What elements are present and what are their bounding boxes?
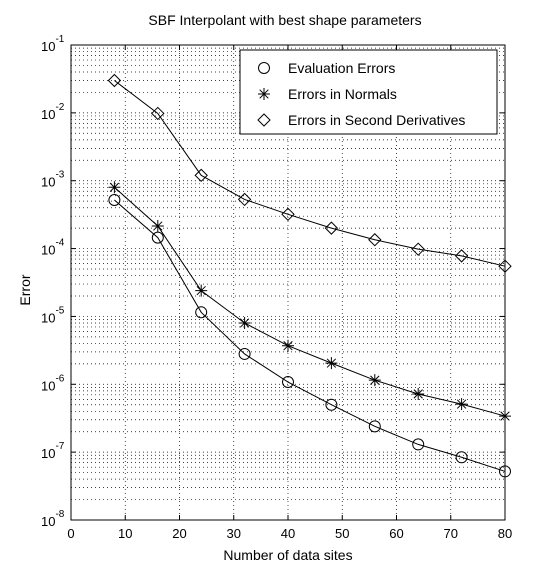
y-tick-label: 10-7 bbox=[41, 441, 65, 461]
point-circle bbox=[455, 451, 468, 464]
point-diamond bbox=[368, 233, 382, 247]
series-star bbox=[108, 181, 511, 423]
point-star bbox=[368, 374, 381, 387]
series-diamond bbox=[107, 73, 512, 273]
point-diamond bbox=[151, 106, 165, 121]
point-circle bbox=[368, 420, 381, 433]
x-tick-label: 60 bbox=[389, 526, 403, 541]
series-layer bbox=[107, 73, 512, 478]
y-tick-label: 10-5 bbox=[41, 305, 65, 325]
series-line bbox=[114, 199, 506, 472]
y-tick-label: 10-2 bbox=[41, 102, 65, 122]
point-star bbox=[455, 398, 468, 411]
point-circle bbox=[282, 376, 294, 389]
point-star bbox=[195, 284, 208, 297]
point-diamond bbox=[237, 192, 252, 207]
point-circle bbox=[412, 438, 425, 451]
y-tick-label: 10-8 bbox=[41, 509, 65, 529]
point-diamond bbox=[324, 221, 339, 235]
point-diamond bbox=[411, 242, 425, 256]
point-diamond bbox=[107, 73, 122, 88]
y-tick-label: 10-4 bbox=[41, 238, 65, 258]
x-tick-label: 0 bbox=[67, 526, 74, 541]
point-star bbox=[108, 181, 121, 194]
x-tick-label: 70 bbox=[444, 526, 458, 541]
point-circle bbox=[238, 347, 251, 360]
series-line bbox=[114, 186, 506, 417]
x-tick-label: 10 bbox=[118, 526, 132, 541]
y-axis-label: Error bbox=[17, 274, 33, 305]
x-tick-label: 80 bbox=[498, 526, 512, 541]
x-tick-label: 40 bbox=[281, 526, 295, 541]
point-star bbox=[325, 357, 338, 370]
legend: Evaluation Errors Errors in Normals Errors… bbox=[239, 49, 498, 135]
point-circle bbox=[151, 231, 164, 244]
point-diamond bbox=[454, 249, 469, 263]
point-star bbox=[151, 220, 164, 233]
chart-title: SBF Interpolant with best shape paramete… bbox=[148, 12, 421, 28]
point-circle bbox=[108, 193, 121, 206]
point-star bbox=[238, 317, 251, 330]
point-circle bbox=[195, 306, 208, 319]
legend-entry: Evaluation Errors bbox=[288, 60, 395, 76]
point-diamond bbox=[257, 113, 271, 127]
y-tick-label: 10-1 bbox=[41, 34, 65, 54]
point-circle bbox=[258, 62, 270, 74]
x-tick-label: 20 bbox=[172, 526, 186, 541]
y-tick-label: 10-3 bbox=[41, 170, 65, 190]
y-tick-label: 10-6 bbox=[41, 373, 65, 393]
x-tick-label: 30 bbox=[227, 526, 241, 541]
point-star bbox=[258, 88, 270, 100]
legend-entry: Errors in Normals bbox=[288, 86, 397, 102]
legend-box bbox=[239, 49, 498, 135]
point-circle bbox=[325, 398, 338, 411]
legend-entry: Errors in Second Derivatives bbox=[288, 112, 465, 128]
series-line bbox=[114, 80, 506, 267]
x-axis-label: Number of data sites bbox=[223, 547, 352, 563]
point-diamond bbox=[281, 207, 295, 222]
point-star bbox=[412, 387, 425, 400]
point-diamond bbox=[194, 168, 208, 183]
point-star bbox=[282, 339, 294, 352]
grid bbox=[71, 45, 505, 520]
ticks: 0 10 20 30 40 50 60 70 80 10-8 10-7 10-6 10-5 10-4 10-… bbox=[41, 34, 512, 541]
x-tick-label: 50 bbox=[335, 526, 349, 541]
